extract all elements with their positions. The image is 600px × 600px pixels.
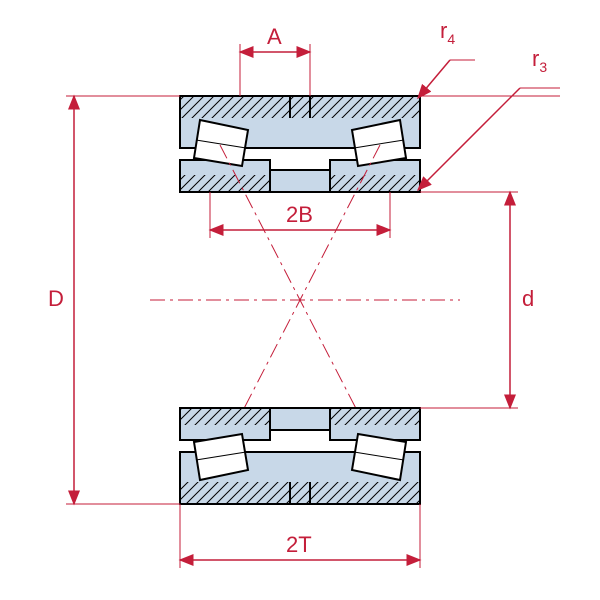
dim-r4: r4 (418, 18, 475, 98)
dim-2T: 2T (180, 504, 420, 568)
upper-section (180, 96, 420, 455)
label-A: A (267, 24, 282, 49)
label-2B: 2B (286, 202, 313, 227)
bearing-diagram: D d A 2B 2T r4 r3 (0, 0, 600, 600)
label-2T: 2T (286, 532, 312, 557)
label-d: d (522, 286, 534, 311)
label-r3: r3 (532, 46, 547, 75)
dim-2B: 2B (210, 192, 390, 238)
label-r4: r4 (440, 18, 455, 47)
lower-section (180, 408, 420, 504)
dim-r3: r3 (418, 46, 560, 190)
label-D: D (48, 286, 64, 311)
dim-A: A (240, 24, 310, 96)
